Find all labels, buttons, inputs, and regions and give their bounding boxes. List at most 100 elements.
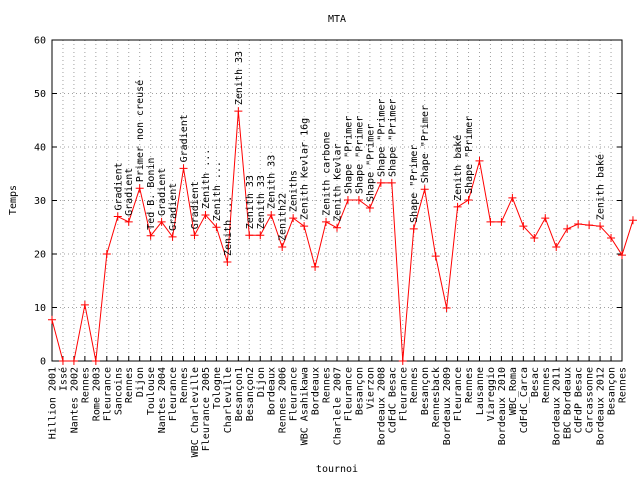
data-point: [48, 315, 56, 324]
x-tick-label: Bordeaux: [267, 367, 278, 415]
x-tick-label: Bordeaux 2012: [596, 367, 607, 445]
annotation: Shape "Primer: [420, 105, 431, 183]
x-tick-label: CdFdP Besac: [574, 367, 585, 433]
annotation: Zenith ...: [212, 161, 223, 221]
data-point: [420, 185, 429, 194]
data-point: [376, 178, 385, 187]
y-axis-label: Temps: [8, 185, 19, 215]
x-tick-label: Fleurance: [343, 367, 354, 421]
data-point: [223, 258, 232, 267]
x-tick-label: Lausanne: [475, 367, 486, 415]
data-point: [497, 217, 506, 226]
data-point: [530, 233, 539, 242]
data-point: [234, 107, 243, 116]
chart-title: MTA: [328, 14, 346, 25]
x-tick-label: Fleurance: [289, 367, 300, 421]
annotation: Gradient: [179, 114, 190, 162]
x-tick-label: Besançon1: [234, 367, 245, 421]
x-tick-label: Rennes: [80, 367, 91, 403]
data-point: [69, 357, 78, 365]
data-line: [51, 111, 634, 362]
data-point: [300, 222, 309, 231]
x-tick-label: Rome 2003: [91, 367, 102, 421]
plot-border: [51, 39, 623, 362]
data-point: [245, 231, 254, 240]
x-tick-label: Rennes: [464, 367, 475, 403]
data-point: [409, 224, 418, 233]
data-point: [58, 357, 67, 365]
x-tick-label: Tologne: [212, 367, 223, 409]
x-tick-label: Nantes 2004: [157, 367, 168, 433]
annotation: Zeniths: [289, 170, 300, 212]
annotation: Gradient: [168, 183, 179, 231]
x-tick-label: Besançon: [607, 367, 618, 415]
x-tick-label: Fleurance 2005: [201, 367, 212, 451]
annotation: Shape "Primer: [365, 124, 376, 202]
x-tick-label: Fleurance: [102, 367, 113, 421]
x-tick-label: Rennes: [541, 367, 552, 403]
data-point: [343, 195, 352, 204]
annotation: Zenith carbone: [322, 132, 333, 216]
data-point: [453, 202, 462, 211]
data-point: [464, 195, 473, 204]
data-point: [201, 210, 210, 219]
data-point: [91, 357, 100, 365]
annotation: Zenith Kevlar 16g: [300, 118, 311, 220]
x-tick-label: Bordeaux 2010: [497, 367, 508, 445]
data-point: [113, 212, 122, 221]
x-tick-label: Rennes: [179, 367, 190, 403]
x-tick-label: Bordeaux 2009: [442, 367, 453, 445]
annotation: Primer non creusé: [134, 80, 146, 182]
data-point: [256, 231, 265, 240]
annotation: Gradient: [124, 168, 135, 216]
data-point: [431, 252, 440, 261]
y-tick-label: 10: [34, 303, 46, 314]
x-tick-label: Charlele 2007: [333, 367, 344, 445]
data-point: [135, 184, 144, 193]
data-point: [322, 217, 331, 226]
x-tick-label: CdFdC_Carca: [519, 367, 530, 433]
x-tick-label: Rennesback: [431, 367, 442, 427]
annotation: Gradient: [157, 168, 168, 216]
data-point: [585, 221, 594, 230]
x-tick-label: Charleville: [223, 367, 234, 433]
annotation: Zenith ...: [223, 196, 234, 256]
data-point: [157, 217, 166, 226]
data-point: [354, 195, 363, 204]
annotation: Zenith Kevlar: [333, 144, 344, 222]
annotation: Zenith 33: [267, 155, 278, 209]
y-tick-label: 0: [40, 357, 46, 368]
data-point: [475, 156, 484, 165]
annotation: Zenith ...: [201, 149, 212, 209]
annotation: Shape "Primer: [376, 99, 387, 177]
x-tick-label: Fleurance: [168, 367, 179, 421]
data-point: [387, 178, 396, 187]
data-point: [267, 210, 276, 219]
x-tick-label: Vierzon: [365, 367, 376, 409]
annotation: Zenith 33: [245, 175, 256, 229]
x-tick-label: Rennes: [124, 367, 135, 403]
data-point: [179, 164, 188, 173]
data-point: [146, 231, 155, 240]
x-tick-label: EBC Bordeaux: [563, 367, 574, 439]
annotation: Ted B. Bonin: [146, 158, 157, 230]
annotation: Zenith baké: [595, 154, 607, 220]
data-point: [80, 300, 89, 309]
data-point: [168, 232, 177, 241]
x-tick-label: Hillion 2001: [48, 367, 59, 439]
data-point: [311, 262, 320, 271]
data-point: [486, 217, 495, 226]
data-point: [124, 217, 133, 226]
data-point: [333, 223, 341, 232]
y-tick-label: 30: [34, 196, 46, 207]
x-tick-label: Besançon2: [245, 367, 256, 421]
x-tick-label: Besançon: [354, 367, 365, 415]
data-point: [519, 222, 528, 231]
x-tick-label: Bordeaux 2011: [552, 367, 563, 445]
data-point: [541, 214, 550, 223]
x-tick-label: Bordeaux 2008: [376, 367, 387, 445]
data-point: [278, 243, 287, 252]
x-tick-label: Dijon: [135, 367, 146, 397]
annotation: Zenith 33: [234, 51, 245, 105]
